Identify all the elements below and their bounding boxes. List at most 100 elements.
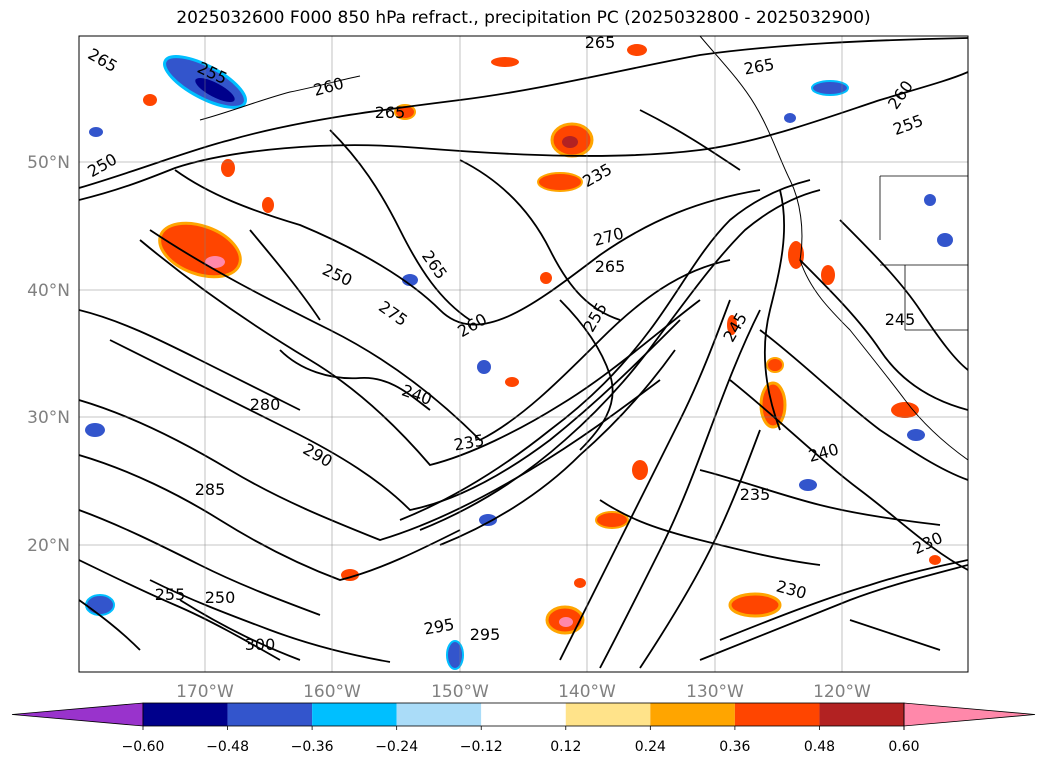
contour-line	[419, 189, 821, 531]
precip-blob	[784, 113, 796, 123]
precip-blob	[402, 274, 418, 286]
precip-blob	[540, 272, 552, 284]
contour-line	[79, 599, 141, 651]
colorbar-extend-low	[11, 702, 144, 727]
colorbar-tick-label: 0.24	[635, 739, 666, 755]
precip-blob	[759, 381, 787, 429]
contour-line	[559, 299, 614, 451]
graticule	[79, 36, 968, 672]
contour-value-label: 250	[205, 588, 236, 607]
longitude-label: 170°W	[176, 682, 234, 702]
precip-blob	[491, 57, 519, 67]
contour-value-label: 265	[585, 33, 616, 52]
precip-blob	[788, 241, 804, 269]
colorbar: −0.60 −0.48 −0.36 −0.24 −0.12 0.12 0.24 0.36 0.4…	[11, 702, 1036, 755]
colorbar-segment	[312, 703, 397, 726]
precip-blob	[727, 315, 737, 335]
precip-blob	[85, 594, 115, 616]
contour-line	[729, 379, 968, 571]
colorbar-tick-label: −0.60	[122, 739, 165, 755]
contour-line	[839, 219, 968, 371]
latitude-label: 20°N	[27, 536, 70, 556]
contour-line	[179, 599, 301, 661]
colorbar-tick-label: 0.48	[804, 739, 835, 755]
contour-line	[559, 299, 731, 661]
contour-line	[174, 169, 761, 326]
precip-blob	[766, 357, 784, 373]
precip-blob	[477, 360, 491, 374]
contour-value-label: 245	[885, 310, 916, 329]
precip-blob	[937, 233, 953, 247]
contour-line	[699, 469, 941, 526]
colorbar-segment	[481, 703, 566, 726]
precip-blob	[924, 194, 936, 206]
contour-value-label: 280	[250, 395, 281, 414]
contour-line	[849, 619, 941, 651]
refractivity-contours	[79, 37, 968, 669]
longitude-label: 120°W	[813, 682, 871, 702]
precip-blob	[627, 44, 647, 56]
precip-blob	[89, 127, 103, 137]
precip-blob	[505, 377, 519, 387]
colorbar-segment	[565, 703, 651, 726]
precip-blob	[559, 617, 573, 627]
precip-blob	[562, 136, 578, 148]
precip-blob	[907, 429, 925, 441]
longitude-label: 130°W	[686, 682, 744, 702]
contour-line	[639, 429, 761, 669]
precip-blob	[811, 80, 849, 96]
contour-line	[79, 379, 661, 541]
colorbar-segment	[650, 703, 735, 726]
contour-line	[149, 579, 391, 663]
contour-value-label: 300	[245, 635, 276, 654]
contour-value-label: 285	[195, 480, 226, 499]
precip-blob	[574, 578, 586, 588]
colorbar-tick-label: 0.12	[550, 739, 581, 755]
latitude-label: 50°N	[27, 153, 70, 173]
colorbar-segment	[227, 703, 313, 726]
contour-line	[763, 189, 785, 431]
contour-line	[279, 349, 431, 411]
precip-blob	[632, 460, 648, 480]
colorbar-segment	[819, 703, 904, 726]
political-borders	[879, 175, 968, 331]
contour-line	[79, 559, 281, 661]
contour-value-label: 235	[740, 485, 771, 504]
contour-line	[399, 179, 811, 521]
contour-value-label: 265	[375, 103, 406, 122]
precip-blob	[262, 197, 274, 213]
latitude-label: 40°N	[27, 281, 70, 301]
precip-blob	[143, 94, 157, 106]
precip-blob	[595, 511, 629, 529]
latitude-label: 30°N	[27, 408, 70, 428]
precip-blob	[799, 479, 817, 491]
contour-line	[249, 229, 321, 321]
plot-frame	[78, 35, 969, 673]
contour-line	[759, 329, 968, 481]
contour-line	[79, 509, 321, 616]
colorbar-segment	[396, 703, 482, 726]
colorbar-tick-label: −0.24	[375, 739, 418, 755]
contour-line	[79, 37, 968, 189]
contour-value-label: 265	[595, 257, 626, 276]
contour-line	[109, 319, 681, 511]
precip-blob	[929, 555, 941, 565]
contour-line	[599, 499, 821, 566]
precip-blob	[221, 159, 235, 177]
colorbar-segment	[143, 703, 228, 726]
contour-line	[639, 109, 741, 171]
colorbar-tick-label: −0.36	[291, 739, 334, 755]
contour-line	[599, 309, 761, 669]
precip-blob	[821, 265, 835, 285]
contour-line	[459, 159, 621, 321]
longitude-label: 160°W	[303, 682, 361, 702]
contour-line	[79, 454, 461, 581]
contour-value-label: 295	[470, 625, 501, 644]
map-title: 2025032600 F000 850 hPa refract., precip…	[176, 8, 871, 28]
colorbar-tick-label: 0.60	[888, 739, 919, 755]
colorbar-segment	[734, 703, 820, 726]
contour-value-label: 255	[155, 585, 186, 604]
contour-line	[79, 309, 301, 411]
precip-blob	[728, 592, 782, 618]
